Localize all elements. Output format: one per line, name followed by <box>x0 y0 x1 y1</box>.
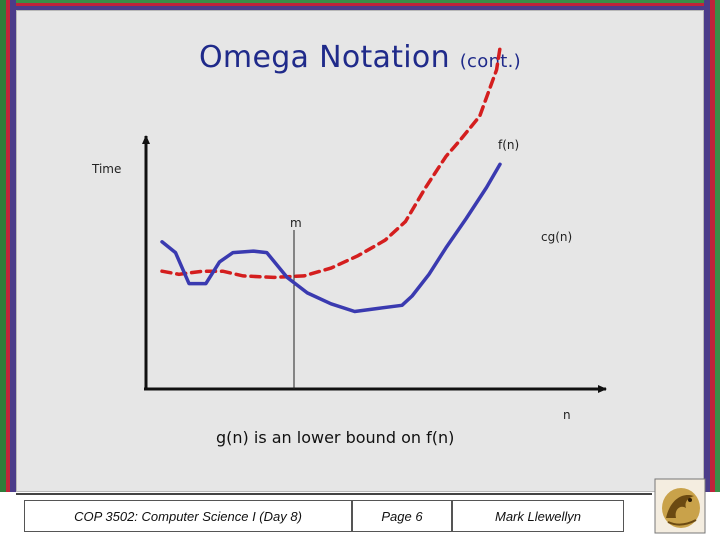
frame-left-red <box>6 0 10 540</box>
series-f-label: f(n) <box>498 138 520 152</box>
frame-top-band <box>0 0 720 10</box>
series-f-line <box>160 46 502 280</box>
y-axis-label: Time <box>92 162 122 176</box>
footer-author: Mark Llewellyn <box>452 500 624 532</box>
slide-caption: g(n) is an lower bound on f(n) <box>216 428 455 447</box>
series-cg-label: cg(n) <box>541 230 573 244</box>
university-logo-icon <box>654 478 706 534</box>
x-axis-label: n <box>563 408 571 422</box>
slide-title: Omega Notation (cont.) <box>0 40 720 75</box>
slide-canvas <box>16 10 704 492</box>
title-main: Omega Notation <box>199 40 450 75</box>
series-cg-line <box>160 162 502 314</box>
footer-divider <box>16 493 652 495</box>
threshold-m-label: m <box>290 216 302 230</box>
footer-page: Page 6 <box>352 500 452 532</box>
footer-course: COP 3502: Computer Science I (Day 8) <box>24 500 352 532</box>
title-suffix: (cont.) <box>459 51 521 72</box>
frame-right-band <box>704 0 720 540</box>
frame-left-purple <box>10 0 16 540</box>
frame-left-green <box>0 0 6 540</box>
